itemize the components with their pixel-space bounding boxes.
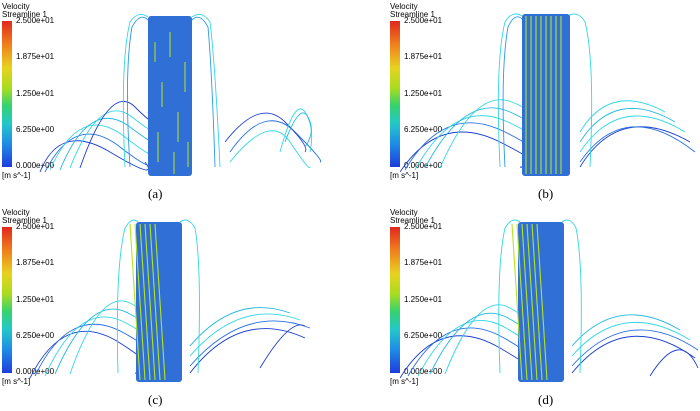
tick-label: 1.250e+01 bbox=[16, 89, 55, 98]
panel-caption: (a) bbox=[148, 186, 163, 201]
legend-variable: Velocity bbox=[2, 2, 30, 11]
tick-label: 2.500e+01 bbox=[16, 222, 55, 231]
panel-caption: (d) bbox=[538, 392, 554, 407]
legend-variable: Velocity bbox=[390, 208, 418, 217]
colorbar bbox=[390, 21, 400, 167]
streamlines-fast bbox=[154, 32, 189, 174]
panel-c: Velocity Streamline 1 2.500e+01 1.875e+0… bbox=[0, 206, 350, 411]
legend-variable: Velocity bbox=[2, 208, 30, 217]
colorbar bbox=[390, 227, 400, 373]
tick-label: 6.250e+00 bbox=[404, 125, 443, 134]
legend-object: Streamline 1 bbox=[390, 10, 435, 19]
streamlines-left bbox=[400, 219, 537, 379]
tick-label: 1.875e+01 bbox=[404, 52, 443, 61]
panel-caption: (c) bbox=[148, 392, 163, 407]
panel-d: Velocity Streamline 1 2.500e+01 1.875e+0… bbox=[350, 206, 700, 411]
tick-label: 0.000e+00 bbox=[404, 161, 443, 170]
streamlines-left bbox=[39, 13, 157, 173]
streamline-visualization bbox=[39, 13, 322, 176]
panel-caption: (b) bbox=[538, 186, 554, 201]
panel-a: Velocity Streamline 1 2.500e+01 1.875e+0… bbox=[0, 0, 350, 205]
streamline-visualization bbox=[400, 13, 696, 176]
wheel-body bbox=[148, 16, 192, 176]
tick-label: 0.000e+00 bbox=[16, 161, 55, 170]
tick-label: 2.500e+01 bbox=[16, 16, 55, 25]
legend-unit: [m s^-1] bbox=[2, 171, 31, 180]
legend-object: Streamline 1 bbox=[2, 10, 47, 19]
streamlines-fast bbox=[129, 223, 166, 381]
tick-label: 1.250e+01 bbox=[16, 295, 55, 304]
tick-label: 1.250e+01 bbox=[404, 89, 443, 98]
legend-unit: [m s^-1] bbox=[2, 377, 31, 386]
tick-label: 1.875e+01 bbox=[16, 258, 55, 267]
streamlines-right bbox=[179, 219, 311, 374]
tick-label: 6.250e+00 bbox=[16, 125, 55, 134]
streamlines-fast bbox=[525, 16, 562, 174]
tick-label: 1.875e+01 bbox=[16, 52, 55, 61]
tick-label: 6.250e+00 bbox=[404, 331, 443, 340]
tick-label: 1.250e+01 bbox=[404, 295, 443, 304]
streamlines-right bbox=[561, 219, 699, 377]
streamlines-left bbox=[400, 13, 541, 173]
legend-unit: [m s^-1] bbox=[390, 171, 419, 180]
panel-b: Velocity Streamline 1 2.500e+01 1.875e+0… bbox=[350, 0, 700, 205]
legend-object: Streamline 1 bbox=[390, 216, 435, 225]
tick-label: 0.000e+00 bbox=[404, 367, 443, 376]
tick-label: 1.875e+01 bbox=[404, 258, 443, 267]
colorbar bbox=[2, 227, 12, 373]
streamline-visualization bbox=[400, 219, 699, 382]
tick-label: 6.250e+00 bbox=[16, 331, 55, 340]
legend-unit: [m s^-1] bbox=[390, 377, 419, 386]
streamlines-fast bbox=[511, 223, 548, 381]
colorbar bbox=[2, 21, 12, 167]
streamlines-right bbox=[567, 13, 696, 168]
tick-label: 2.500e+01 bbox=[404, 222, 443, 231]
legend-variable: Velocity bbox=[390, 2, 418, 11]
streamlines-right bbox=[191, 13, 322, 169]
tick-label: 2.500e+01 bbox=[404, 16, 443, 25]
legend-object: Streamline 1 bbox=[2, 216, 47, 225]
tick-label: 0.000e+00 bbox=[16, 367, 55, 376]
streamline-visualization bbox=[29, 219, 311, 382]
